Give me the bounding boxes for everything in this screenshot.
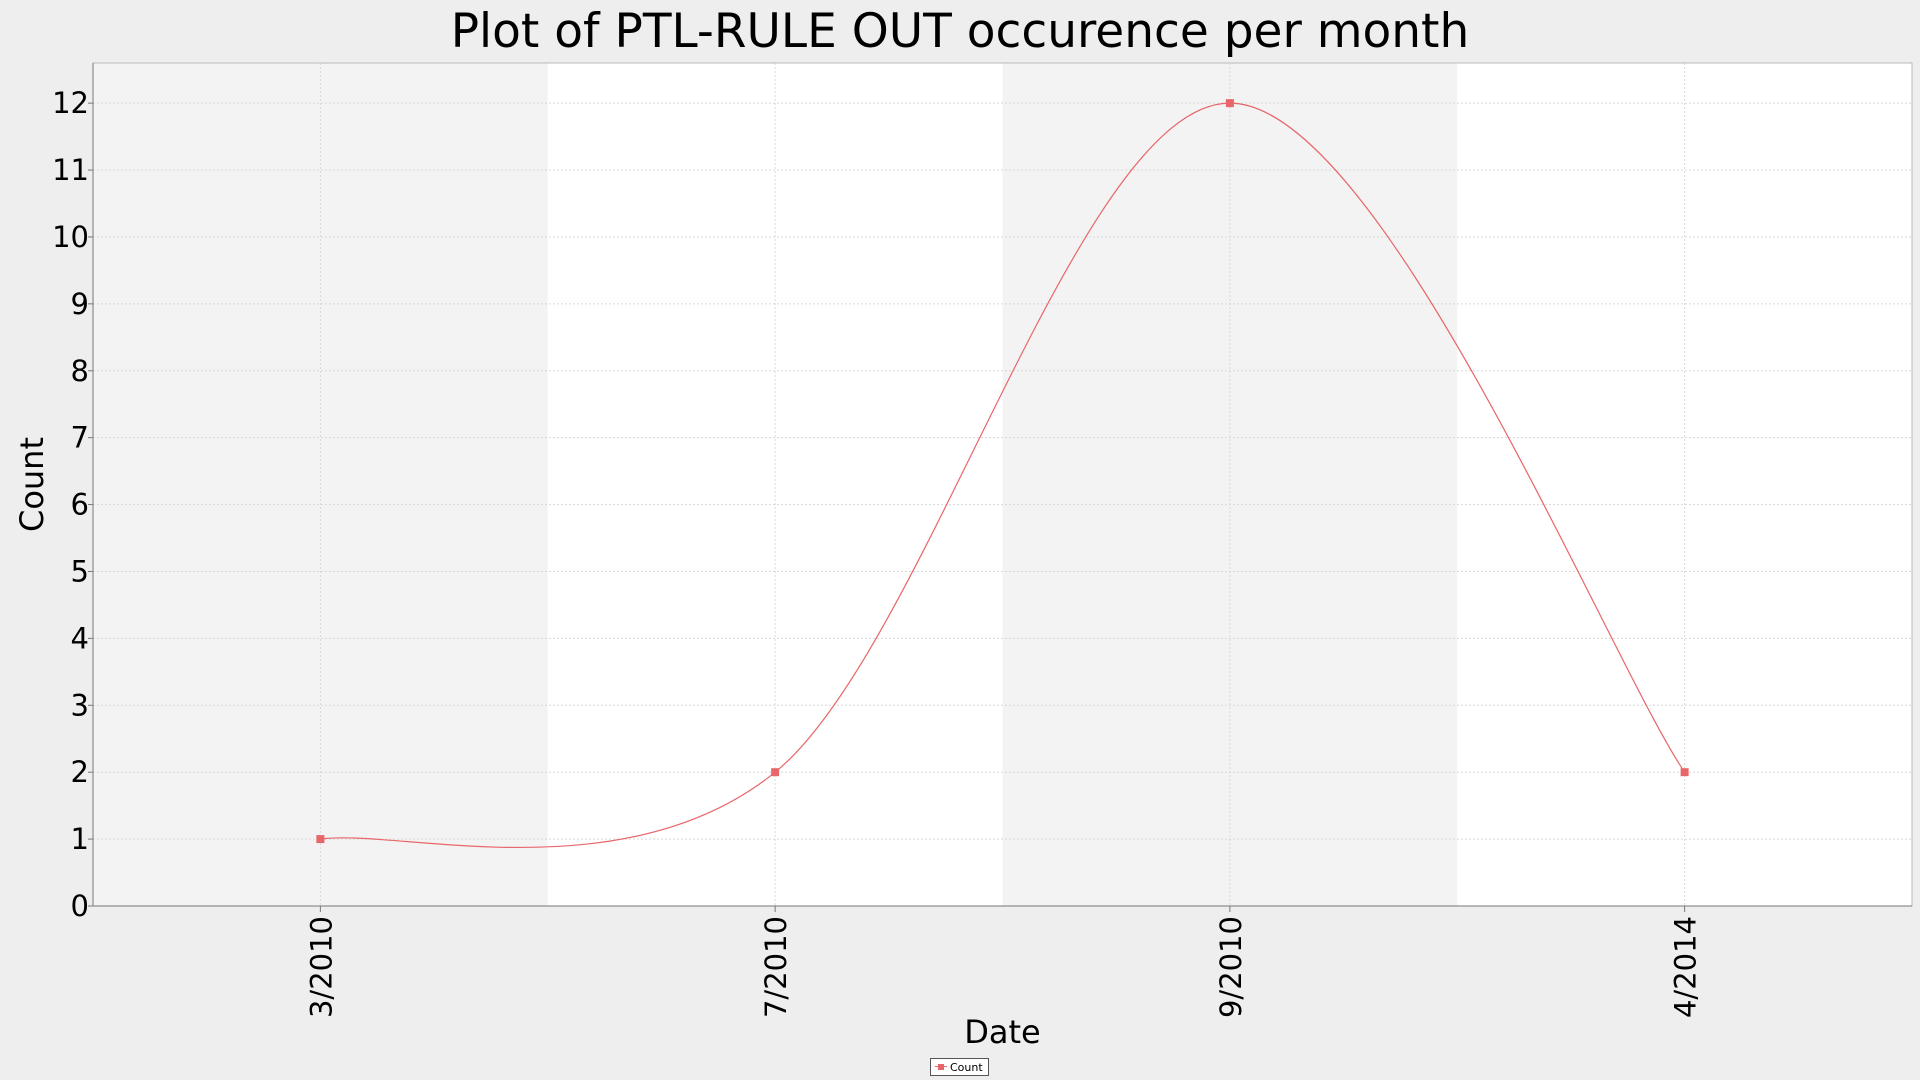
y-tick-label: 6 — [71, 488, 89, 522]
chart-title: Plot of PTL-RULE OUT occurence per month — [450, 4, 1470, 59]
legend: Count — [930, 1058, 989, 1076]
legend-swatch-count — [935, 1062, 947, 1072]
y-tick-label: 0 — [71, 889, 89, 923]
y-tick-label: 12 — [52, 86, 89, 120]
y-tick-label: 2 — [71, 755, 89, 789]
data-point-marker — [1680, 768, 1689, 777]
data-point-marker — [771, 768, 780, 777]
y-tick-label: 9 — [71, 287, 89, 321]
y-tick-label: 8 — [71, 354, 89, 388]
y-tick-label: 10 — [52, 220, 89, 254]
y-tick-label: 7 — [71, 421, 89, 455]
legend-label-count: Count — [950, 1060, 983, 1074]
data-point-marker — [1225, 99, 1234, 108]
y-tick-label: 5 — [71, 554, 89, 588]
x-tick-label: 3/2010 — [304, 916, 338, 1018]
y-tick-label: 11 — [52, 153, 89, 187]
x-tick-label: 9/2010 — [1214, 916, 1248, 1018]
y-tick-label: 1 — [71, 822, 89, 856]
x-axis-label: Date — [964, 1013, 1040, 1051]
y-tick-label: 4 — [71, 621, 89, 655]
data-point-marker — [316, 835, 325, 844]
y-tick-label: 3 — [71, 688, 89, 722]
x-tick-label: 4/2014 — [1669, 916, 1703, 1018]
y-axis-label: Count — [13, 437, 51, 532]
series-line-count — [320, 102, 1686, 848]
x-tick-label: 7/2010 — [759, 916, 793, 1018]
